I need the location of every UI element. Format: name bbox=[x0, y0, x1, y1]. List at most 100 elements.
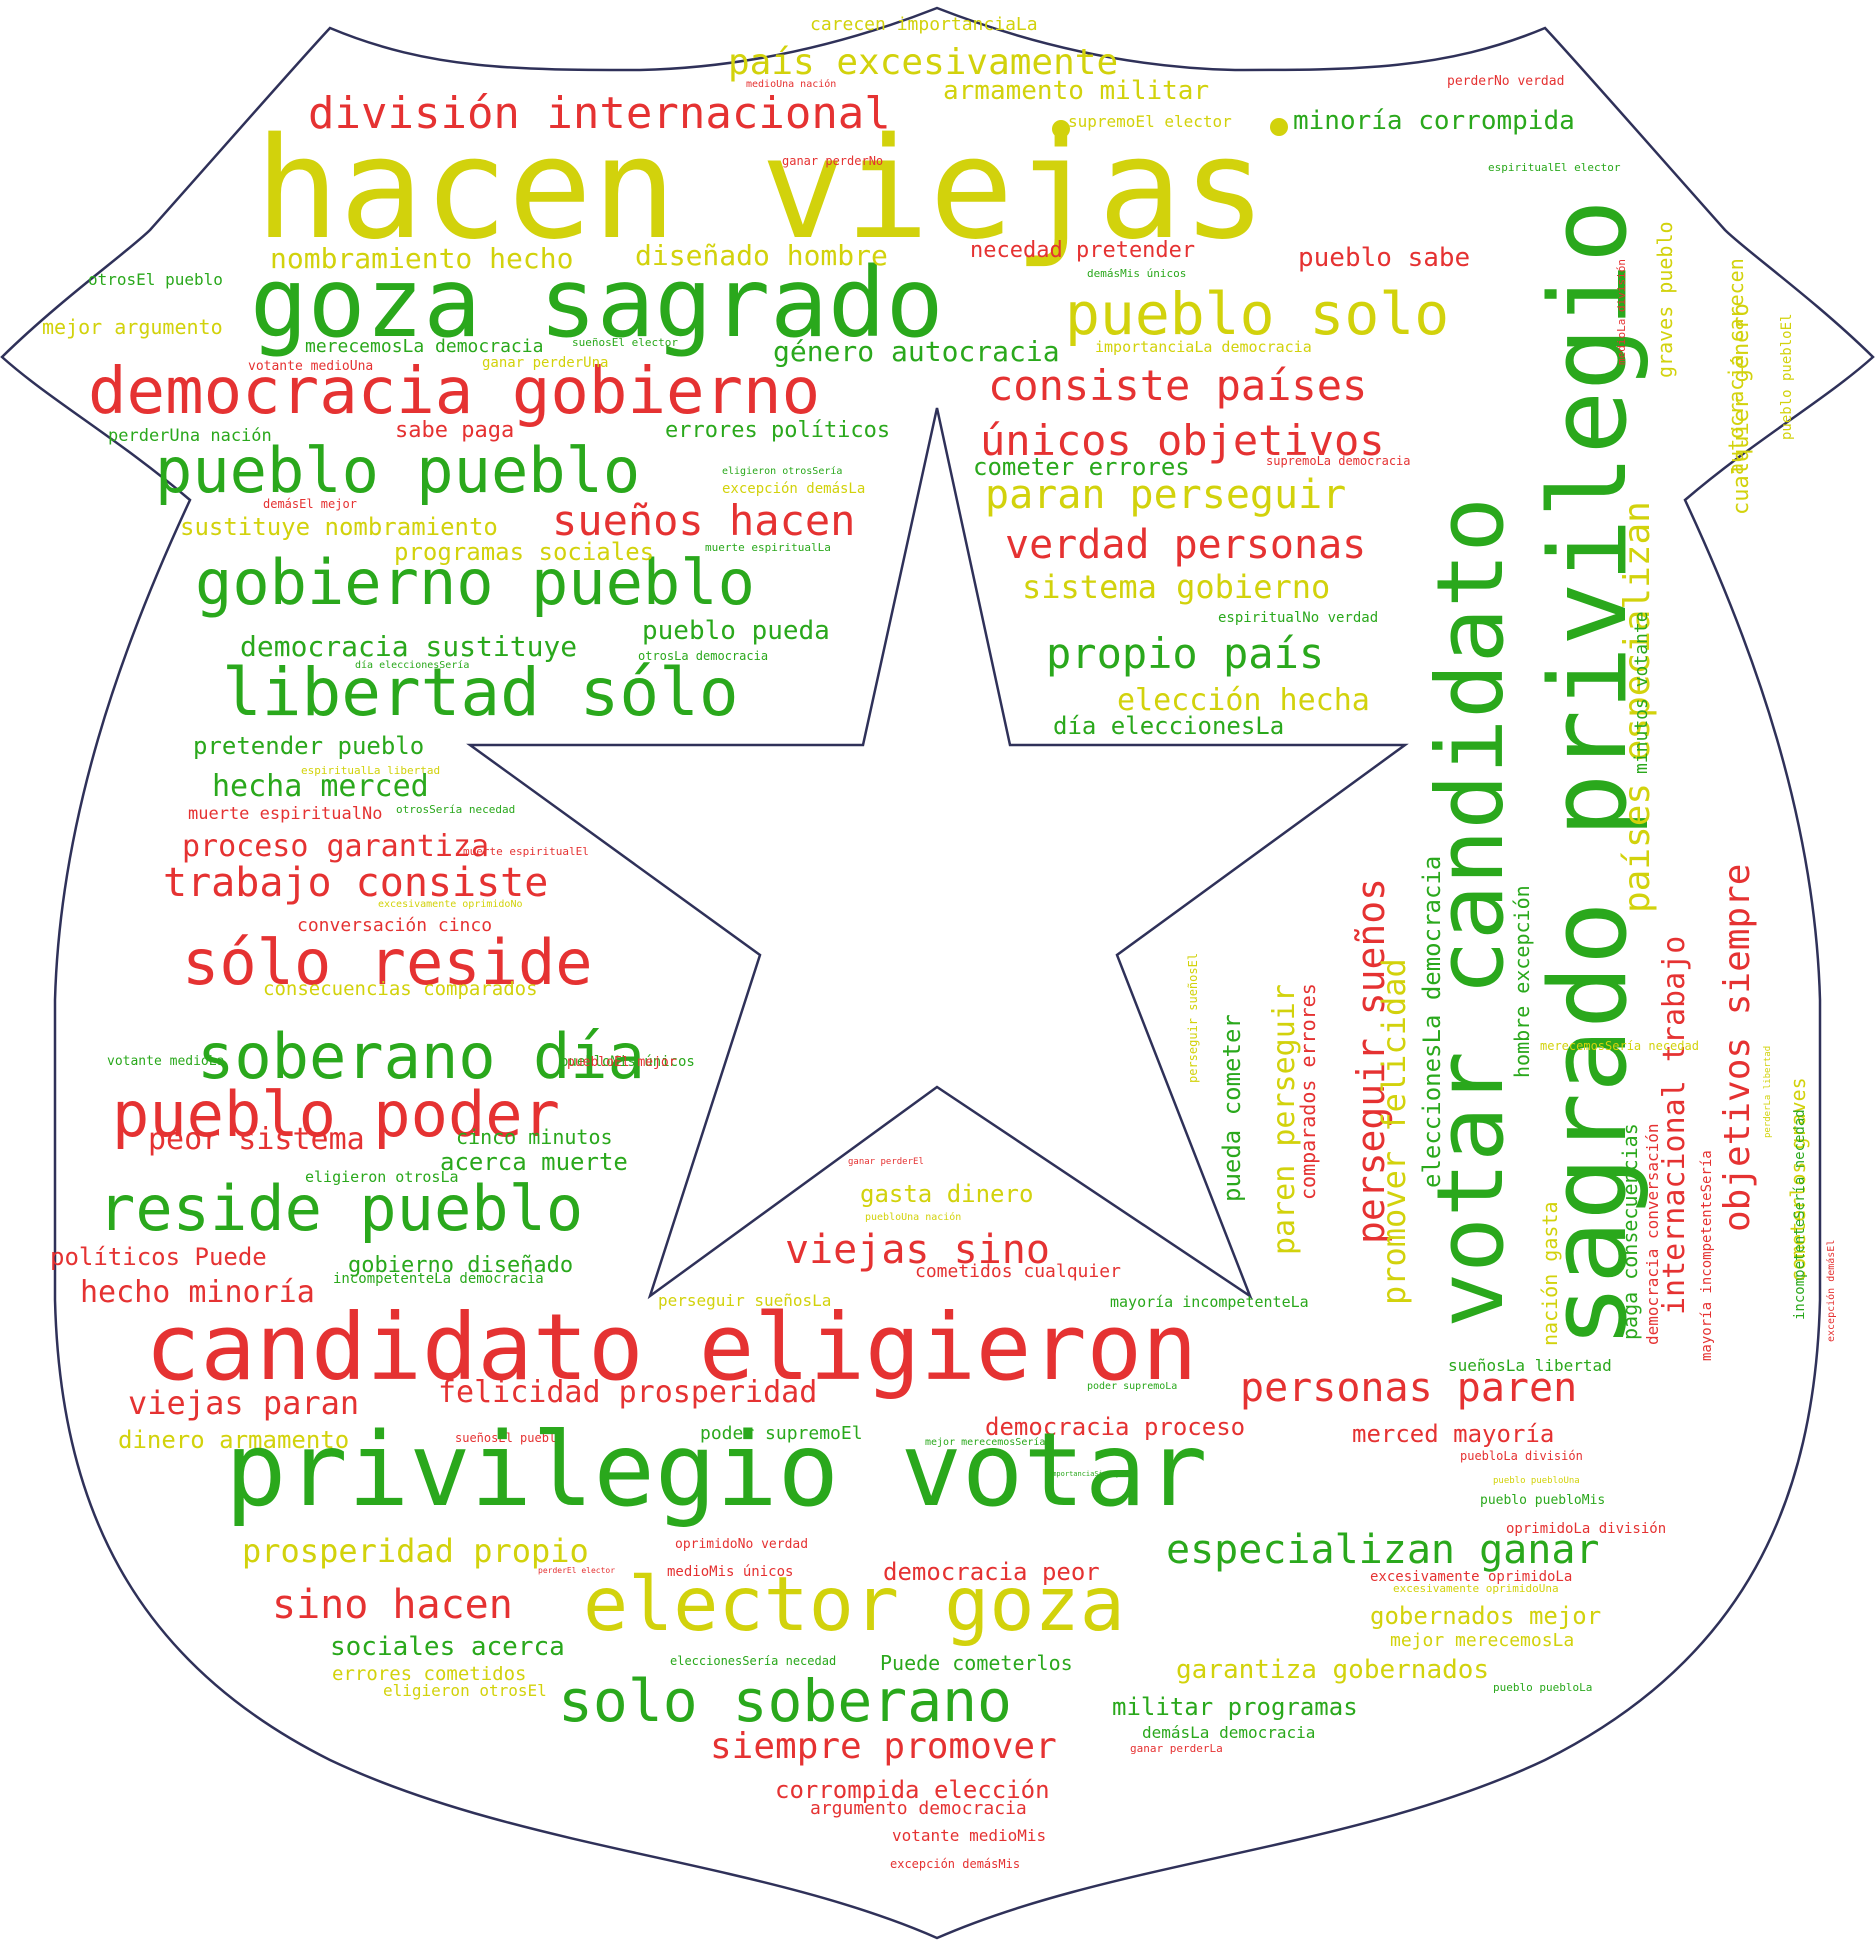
cloud-word: espiritualNo verdad bbox=[1218, 610, 1379, 626]
cloud-word: muerte espiritualNo bbox=[188, 804, 383, 824]
cloud-word: ganar perderUna bbox=[482, 355, 609, 371]
cloud-word: democracia sustituye bbox=[240, 630, 578, 663]
cloud-word: personas paren bbox=[1240, 1365, 1578, 1411]
cloud-word: diseñado hombre bbox=[635, 239, 888, 272]
cloud-word: merecemosLa democracia bbox=[305, 336, 544, 357]
cloud-word: oprimidoNo verdad bbox=[675, 1537, 809, 1552]
cloud-word: perderEl elector bbox=[538, 1566, 616, 1575]
cloud-word: hacen viejas bbox=[255, 108, 1267, 271]
cloud-word: supremoLa democracia bbox=[1266, 454, 1411, 468]
cloud-word: sino hacen bbox=[272, 1582, 513, 1628]
cloud-word: votante medioLa bbox=[107, 1054, 225, 1069]
cloud-word: viejas paran bbox=[128, 1384, 360, 1422]
cloud-word: pueblo puebloLa bbox=[1493, 1681, 1593, 1694]
cloud-word: gobernados mejor bbox=[1370, 1602, 1602, 1630]
cloud-word: sabe paga bbox=[395, 418, 515, 443]
cloud-word: promover felicidad bbox=[1375, 958, 1413, 1305]
cloud-word: democracia peor bbox=[883, 1558, 1100, 1586]
cloud-word: consiste países bbox=[988, 361, 1368, 410]
cloud-word: mayoría incompetenteSería bbox=[1699, 1150, 1715, 1361]
cloud-word: paga consecuencias bbox=[1618, 1123, 1642, 1340]
cloud-word: cometidos cualquier bbox=[915, 1261, 1121, 1282]
cloud-word: sociales acerca bbox=[330, 1632, 565, 1662]
cloud-word: armamento militar bbox=[943, 76, 1210, 106]
cloud-word: excepción demásLa bbox=[722, 481, 866, 497]
cloud-word: ganar perderEl bbox=[848, 1157, 924, 1167]
cloud-word: pueblo puebloUna bbox=[1493, 1476, 1580, 1486]
cloud-word: merecemosSería necedad bbox=[1540, 1039, 1699, 1053]
cloud-word: autocracia carecen bbox=[1724, 258, 1748, 475]
cloud-word: incompetenteSería necedad bbox=[1792, 1109, 1808, 1320]
cloud-word: consecuencias comparados bbox=[263, 978, 538, 1000]
cloud-word: mejor merecemosSería bbox=[925, 1437, 1046, 1448]
cloud-word: cometer errores bbox=[973, 453, 1190, 481]
cloud-word: propio país bbox=[1046, 629, 1325, 678]
cloud-word: incompetenteLa democracia bbox=[333, 1271, 544, 1287]
cloud-word: ganar perderNo bbox=[782, 154, 884, 168]
cloud-word: pueblo pueda bbox=[642, 616, 830, 646]
cloud-word: medioUna nación bbox=[746, 79, 837, 90]
cloud-word: otrosSería necedad bbox=[396, 803, 516, 816]
cloud-word: eligieron otrosSería bbox=[722, 466, 843, 477]
cloud-word: ganar perderLa bbox=[1130, 1742, 1223, 1755]
cloud-word: excepción demásMis bbox=[890, 1857, 1021, 1871]
cloud-word: pueblo puebloEl bbox=[1779, 313, 1795, 440]
cloud-word: corrompida elección bbox=[775, 1776, 1050, 1804]
cloud-word: únicos objetivos bbox=[980, 416, 1385, 465]
cloud-word: demásLa democracia bbox=[1142, 1723, 1316, 1742]
cloud-word: género autocracia bbox=[773, 335, 1060, 368]
cloud-word: minutos votante bbox=[1631, 611, 1652, 774]
cloud-word: garantiza gobernados bbox=[1176, 1655, 1490, 1685]
cloud-word: puebloUna nación bbox=[865, 1212, 962, 1223]
cloud-word: pretender pueblo bbox=[193, 732, 425, 760]
cloud-word: argumento democracia bbox=[810, 1798, 1027, 1819]
cloud-word: solo soberano bbox=[558, 1667, 1012, 1735]
cloud-word: Puede cometerlos bbox=[880, 1651, 1073, 1675]
cloud-word: importanciaLa democracia bbox=[1095, 338, 1312, 356]
decorative-dot bbox=[1052, 120, 1070, 138]
cloud-word: errores políticos bbox=[665, 418, 891, 443]
cloud-word: otrosEl pueblo bbox=[88, 270, 223, 289]
cloud-word: muerte espiritualEl bbox=[463, 845, 589, 858]
cloud-word: excepción demásEl bbox=[1826, 1239, 1837, 1342]
cloud-word: excesivamente oprimidoNo bbox=[378, 899, 523, 910]
cloud-word: otrosLa democracia bbox=[638, 649, 769, 663]
cloud-word: demásMis únicos bbox=[1087, 267, 1187, 280]
cloud-word: candidato eligieron bbox=[145, 1294, 1198, 1401]
cloud-word: nación gasta bbox=[1538, 1201, 1562, 1347]
cloud-word: reside pueblo bbox=[98, 1172, 584, 1245]
cloud-word: sustituye nombramiento bbox=[180, 513, 498, 541]
cloud-word: soberano día bbox=[197, 1020, 645, 1093]
cloud-word: nombramiento hecho bbox=[270, 242, 574, 275]
cloud-word: supremoEl elector bbox=[1068, 112, 1232, 131]
cloud-word: medioLa división bbox=[1615, 259, 1628, 365]
cloud-word: peor sistema bbox=[148, 1122, 365, 1157]
cloud-word: país excesivamente bbox=[728, 42, 1119, 83]
star-cutout-outline bbox=[466, 407, 1409, 1300]
cloud-word: comparados errores bbox=[1296, 983, 1320, 1200]
cloud-word: poder supremoLa bbox=[1087, 1381, 1178, 1392]
cloud-word: muerte espiritualLa bbox=[705, 541, 831, 554]
cloud-word: hombre excepción bbox=[1510, 885, 1534, 1078]
cloud-word: sistema gobierno bbox=[1022, 568, 1331, 606]
cloud-word: democracia conversación bbox=[1643, 1123, 1662, 1345]
cloud-word: división internacional bbox=[308, 88, 891, 139]
cloud-word: pueblo sabe bbox=[1298, 243, 1471, 273]
cloud-word: mejor merecemosLa bbox=[1390, 1630, 1575, 1651]
cloud-word: excesivamente oprimidoUna bbox=[1393, 1582, 1559, 1595]
cloud-word: pueblo solo bbox=[1065, 280, 1450, 348]
cloud-word: sólo reside bbox=[182, 926, 593, 999]
cloud-word: merced mayoría bbox=[1352, 1420, 1555, 1448]
cloud-word: poder supremoEl bbox=[700, 1423, 863, 1444]
cloud-word: hecha merced bbox=[212, 769, 429, 804]
cloud-word: militar programas bbox=[1112, 1693, 1358, 1721]
cloud-word: minoría corrompida bbox=[1293, 106, 1575, 136]
cloud-word: demásEl mejor bbox=[263, 497, 357, 511]
cloud-word: gobierno diseñado bbox=[348, 1253, 574, 1278]
cloud-word: gobierno pueblo bbox=[195, 546, 755, 619]
cloud-word: verdad personas bbox=[1005, 522, 1367, 568]
cloud-word: trabajo consiste bbox=[163, 860, 549, 906]
cloud-word: prosperidad propio bbox=[242, 1532, 589, 1570]
